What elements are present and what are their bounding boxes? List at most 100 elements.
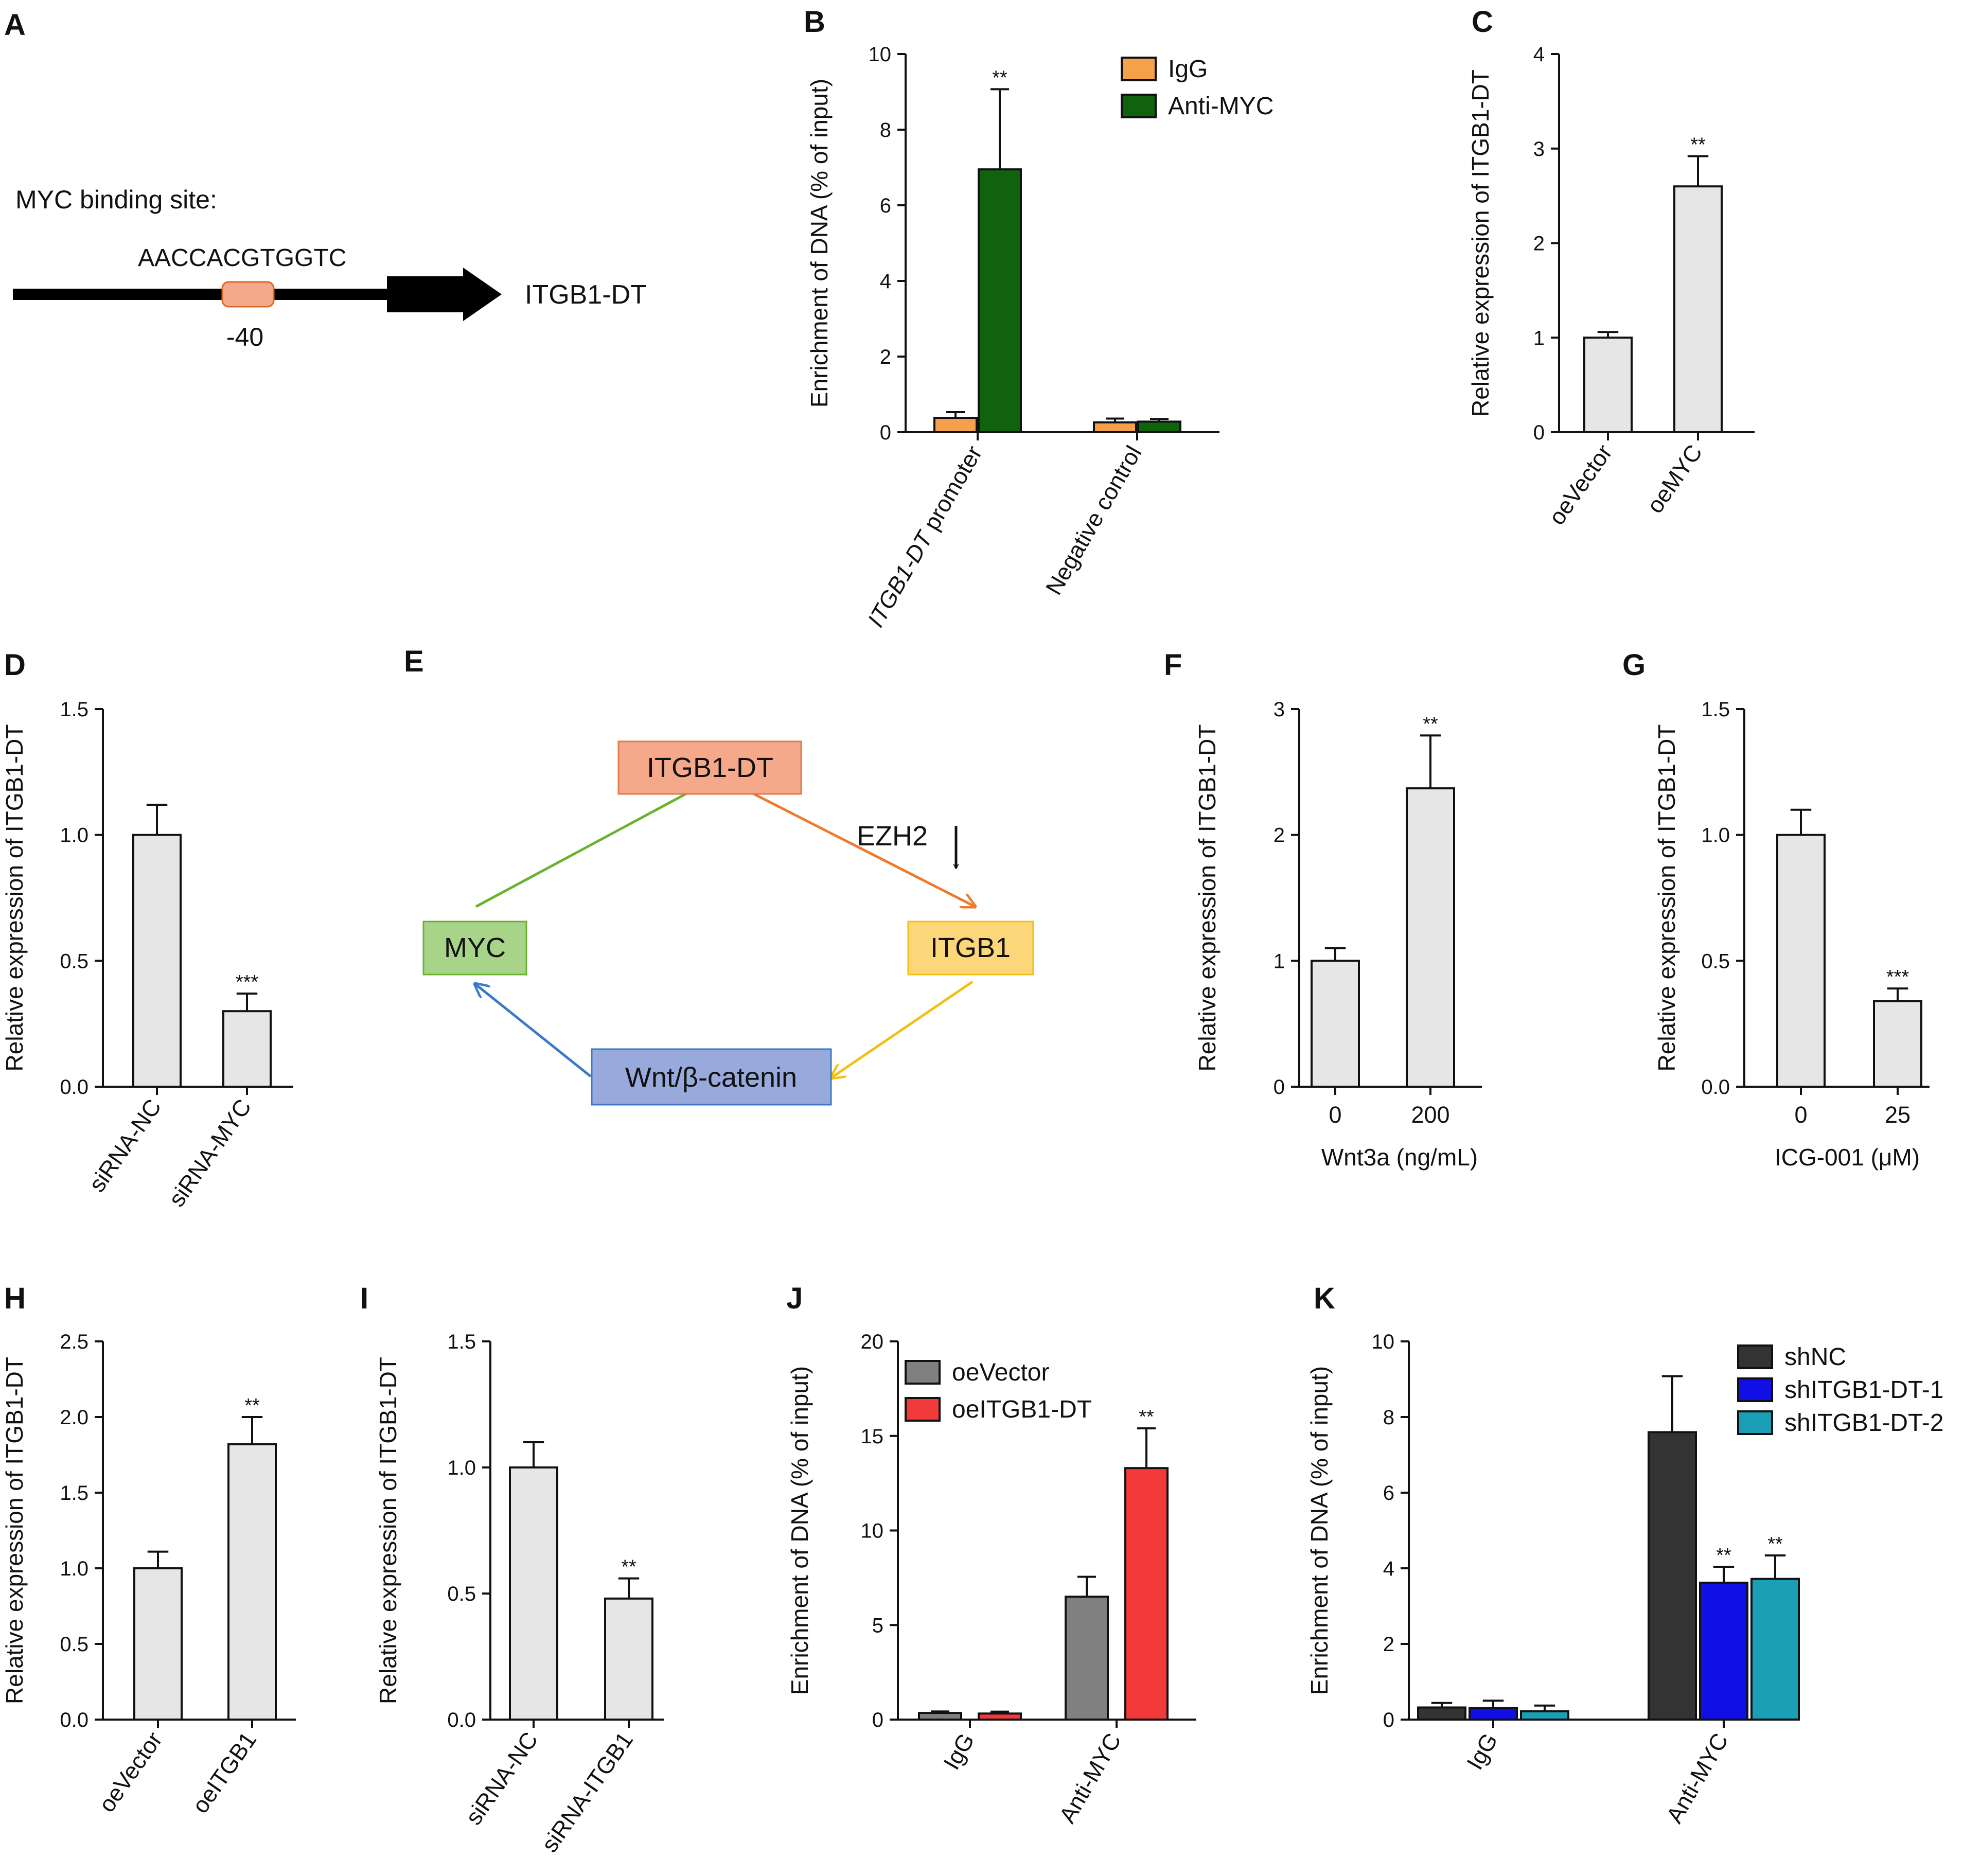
bar-shitgb1-dt-1 bbox=[1699, 1581, 1748, 1721]
significance-label: ** bbox=[1139, 1406, 1154, 1428]
y-tick-label: 1.0 bbox=[60, 824, 89, 847]
legend-swatch bbox=[1737, 1377, 1773, 1402]
node-itgb1dt bbox=[617, 740, 802, 795]
chart-f: F 0 1 2 3 Relative expression of ITGB1-DT 0 ** 2… bbox=[1164, 648, 1482, 1171]
x-tick-label: 0 bbox=[1329, 1102, 1341, 1128]
bar bbox=[222, 1010, 272, 1088]
panel-letter-j: J bbox=[786, 1282, 803, 1315]
y-axis-label: Relative expression of ITGB1-DT bbox=[375, 1357, 401, 1704]
bar-shnc bbox=[1648, 1431, 1697, 1721]
node-itgb1dt-label: ITGB1-DT bbox=[647, 752, 773, 783]
bar bbox=[1776, 834, 1826, 1088]
y-tick-label: 10 bbox=[869, 43, 892, 66]
node-wnt bbox=[591, 1048, 832, 1106]
panel-letter-d: D bbox=[4, 648, 26, 682]
y-tick-label: 20 bbox=[861, 1331, 884, 1353]
chart-k: K 0 2 4 6 8 10 Enrichment of DNA (% of input) Ig… bbox=[1306, 1282, 1943, 1828]
legend-label: shITGB1-DT-1 bbox=[1784, 1376, 1943, 1404]
y-tick-label: 0.5 bbox=[447, 1583, 476, 1605]
x-tick-label: oeVector bbox=[94, 1727, 168, 1817]
panel-letter-i: I bbox=[360, 1282, 368, 1315]
y-axis-label: Enrichment of DNA (% of input) bbox=[1306, 1366, 1333, 1695]
legend-swatch bbox=[1737, 1410, 1773, 1435]
binding-sequence: AACCACGTGGTC bbox=[138, 244, 346, 272]
y-tick-label: 1 bbox=[1274, 950, 1285, 972]
bar-oevector bbox=[918, 1712, 962, 1721]
x-tick-label: oeVector bbox=[1544, 439, 1618, 529]
y-tick-label: 0.5 bbox=[60, 1633, 89, 1656]
y-tick-label: 1.5 bbox=[60, 698, 89, 721]
bar-oeitgb1-dt bbox=[978, 1712, 1022, 1721]
panel-e: E ITGB1-DT MYC ITGB1 Wnt/β-catenin EZH2 bbox=[404, 645, 1034, 1106]
panel-letter-e: E bbox=[404, 645, 424, 678]
chart-g: G 0.0 0.5 1.0 1.5 Relative expression of ITGB… bbox=[1622, 648, 1930, 1171]
bar bbox=[604, 1597, 653, 1721]
bar bbox=[133, 1567, 183, 1721]
significance-label: ** bbox=[1716, 1545, 1731, 1566]
x-tick-label: IgG bbox=[1461, 1729, 1502, 1774]
y-tick-label: 0 bbox=[872, 1709, 883, 1731]
x-tick-label: 25 bbox=[1885, 1102, 1911, 1128]
y-tick-label: 1.5 bbox=[447, 1331, 476, 1353]
significance-label: ** bbox=[1423, 713, 1438, 735]
y-tick-label: 1 bbox=[1533, 327, 1545, 349]
bar bbox=[132, 834, 182, 1088]
significance-label: ** bbox=[621, 1556, 636, 1578]
panel-letter-h: H bbox=[4, 1282, 26, 1315]
y-tick-label: 2 bbox=[880, 346, 891, 368]
binding-position: -40 bbox=[226, 323, 263, 351]
y-tick-label: 0 bbox=[1274, 1076, 1285, 1099]
gene-arrow bbox=[387, 268, 502, 321]
panel-letter-a: A bbox=[4, 8, 26, 42]
legend-label: oeVector bbox=[952, 1359, 1049, 1386]
y-axis-label: Enrichment of DNA (% of input) bbox=[786, 1366, 813, 1695]
binding-site-box bbox=[221, 281, 275, 308]
y-tick-label: 4 bbox=[1533, 43, 1545, 66]
legend-label: shNC bbox=[1784, 1343, 1846, 1371]
panel-letter-b: B bbox=[804, 5, 825, 39]
y-axis-label: Relative expression of ITGB1-DT bbox=[1653, 724, 1680, 1072]
significance-label: *** bbox=[236, 971, 259, 993]
bar-igg bbox=[1093, 421, 1137, 434]
x-tick-label: siRNA-ITGB1 bbox=[536, 1727, 638, 1856]
legend-label: oeITGB1-DT bbox=[952, 1396, 1092, 1423]
ezh2-label: EZH2 bbox=[857, 821, 928, 852]
x-tick-label: 0 bbox=[1794, 1102, 1807, 1128]
bar-anti-myc bbox=[1137, 420, 1181, 433]
chart-d: D 0.0 0.5 1.0 1.5 Relative expression of ITGB… bbox=[1, 648, 293, 1211]
y-tick-label: 3 bbox=[1274, 698, 1285, 721]
x-tick-label: siRNA-MYC bbox=[163, 1094, 256, 1211]
significance-label: ** bbox=[992, 67, 1007, 89]
node-wnt-label: Wnt/β-catenin bbox=[625, 1062, 797, 1093]
panel-letter-k: K bbox=[1314, 1282, 1335, 1315]
bar-shnc bbox=[1417, 1706, 1466, 1721]
chart-j: J 0 5 10 15 20 Enrichment of DNA (% of input) I… bbox=[786, 1282, 1196, 1828]
bar-shitgb1-dt-2 bbox=[1750, 1578, 1800, 1721]
y-tick-label: 2 bbox=[1533, 233, 1545, 255]
bar bbox=[1406, 787, 1455, 1088]
legend-swatch bbox=[905, 1360, 941, 1385]
bar bbox=[1583, 337, 1633, 433]
node-itgb1 bbox=[907, 921, 1034, 976]
y-tick-label: 15 bbox=[861, 1425, 884, 1448]
panel-a: A MYC binding site: AACCACGTGGTC -40 ITG… bbox=[4, 8, 647, 351]
x-tick-label: oeMYC bbox=[1641, 439, 1707, 518]
y-tick-label: 1.5 bbox=[60, 1482, 89, 1505]
bar-oeitgb1-dt bbox=[1124, 1467, 1169, 1721]
y-tick-label: 6 bbox=[1383, 1482, 1394, 1505]
node-myc bbox=[422, 921, 527, 976]
panel-letter-c: C bbox=[1472, 5, 1493, 39]
x-tick-label: 200 bbox=[1411, 1102, 1449, 1128]
bar bbox=[1873, 1000, 1922, 1088]
y-tick-label: 0.0 bbox=[60, 1076, 89, 1099]
x-tick-label: oeITGB1 bbox=[187, 1727, 261, 1818]
bar bbox=[227, 1443, 277, 1721]
node-myc-label: MYC bbox=[444, 932, 506, 963]
y-tick-label: 0.0 bbox=[447, 1709, 476, 1731]
bar bbox=[1673, 185, 1723, 433]
legend-swatch bbox=[1121, 57, 1157, 81]
chart-c: C 0 1 2 3 4 Relative expression of ITGB1-DT oeV… bbox=[1467, 5, 1755, 529]
y-tick-label: 6 bbox=[880, 194, 891, 217]
legend-swatch bbox=[905, 1397, 941, 1422]
